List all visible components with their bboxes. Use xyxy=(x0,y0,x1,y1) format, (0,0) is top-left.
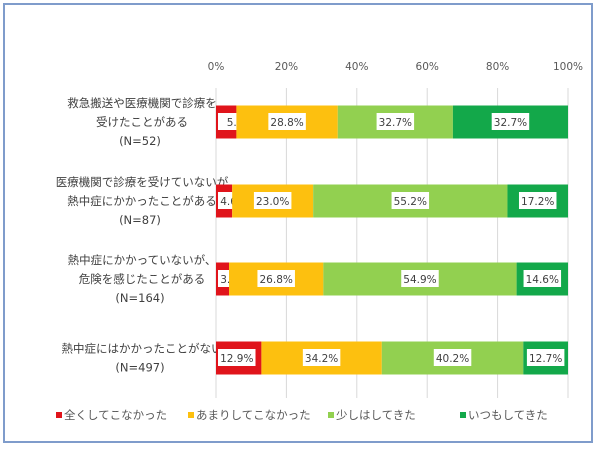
category-label: (N=497) xyxy=(115,361,164,375)
data-label-box xyxy=(218,349,256,366)
data-label-box xyxy=(302,349,341,366)
data-label-box xyxy=(268,113,306,130)
x-tick-label: 20% xyxy=(275,61,298,73)
x-tick-label: 0% xyxy=(208,61,225,73)
data-label-box xyxy=(526,349,565,366)
category-label: 医療機関で診療を受けていないが xyxy=(56,175,229,189)
legend-swatch xyxy=(328,412,334,418)
data-label: 55.2% xyxy=(394,196,427,208)
data-label: 34.2% xyxy=(305,353,338,365)
data-label: 40.2% xyxy=(436,353,469,365)
data-label: 32.7% xyxy=(494,117,527,129)
data-label: 54.9% xyxy=(403,274,436,286)
category-label: 熱中症にはかかったことがない xyxy=(62,342,223,356)
data-label-box xyxy=(391,192,430,209)
x-tick-label: 60% xyxy=(416,61,439,73)
data-label-box xyxy=(433,349,472,366)
category-label: 熱中症にかかっていないが、 xyxy=(68,253,217,267)
category-label: 危険を感じたことがある xyxy=(79,272,206,286)
data-label: 17.2% xyxy=(521,196,554,208)
legend-label: 全くしてこなかった xyxy=(64,408,167,422)
data-label-box xyxy=(401,270,439,287)
legend-label: あまりしてこなかった xyxy=(196,408,311,422)
category-label: 救急搬送や医療機関で診療を xyxy=(67,96,217,110)
x-tick-label: 100% xyxy=(553,61,583,73)
data-label-box xyxy=(523,270,562,287)
legend-swatch xyxy=(460,412,466,418)
legend-swatch xyxy=(56,412,62,418)
legend-swatch xyxy=(188,412,194,418)
data-label: 23.0% xyxy=(256,196,289,208)
category-label: (N=87) xyxy=(119,213,161,227)
category-label: 熱中症にかかったことがある xyxy=(67,194,217,208)
category-label: (N=52) xyxy=(119,134,161,148)
data-label: 28.8% xyxy=(270,117,303,129)
legend-label: 少しはしてきた xyxy=(336,408,416,422)
category-label: 受けたことがある xyxy=(96,115,188,129)
data-label: 14.6% xyxy=(526,274,559,286)
data-label: 26.8% xyxy=(260,274,293,286)
data-label-box xyxy=(376,113,415,130)
data-label-box xyxy=(257,270,295,287)
x-tick-label: 80% xyxy=(486,61,509,73)
data-label: 12.9% xyxy=(220,353,253,365)
category-label: (N=164) xyxy=(115,291,164,305)
data-label: 32.7% xyxy=(379,117,412,129)
legend-label: いつもしてきた xyxy=(468,408,548,422)
x-tick-label: 40% xyxy=(345,61,368,73)
data-label-box xyxy=(518,192,557,209)
data-label: 12.7% xyxy=(529,353,562,365)
data-label-box xyxy=(253,192,292,209)
data-label-box xyxy=(491,113,530,130)
